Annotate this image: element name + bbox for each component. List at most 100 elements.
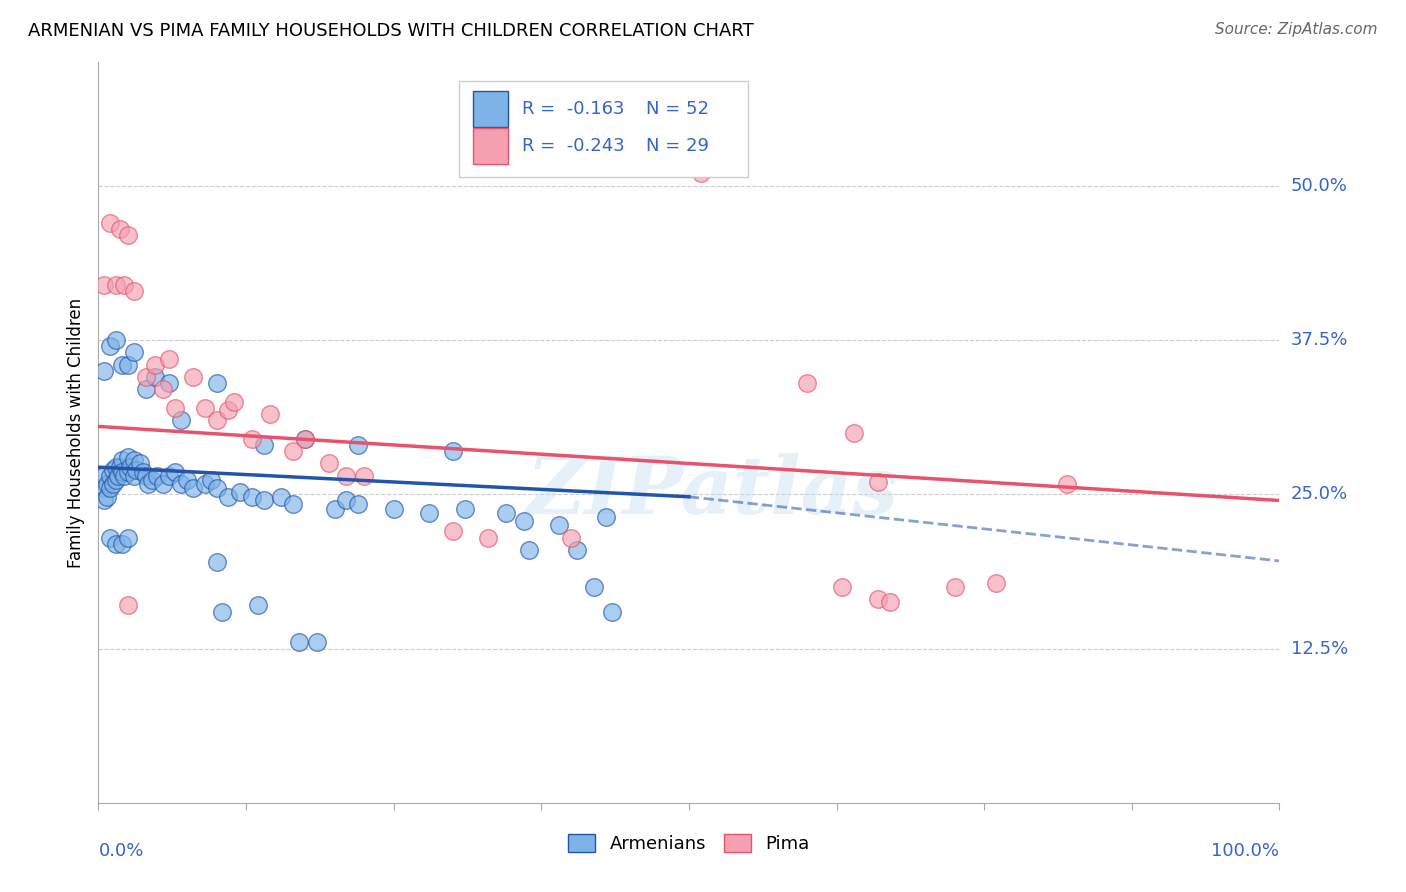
- Point: [122, 468, 145, 483]
- Point: [125, 462, 148, 476]
- Point: [240, 490, 263, 504]
- Point: [105, 473, 128, 487]
- Point: [176, 473, 198, 487]
- Point: [112, 277, 135, 292]
- Point: [560, 531, 582, 545]
- Point: [93, 481, 115, 495]
- Point: [335, 493, 357, 508]
- Point: [117, 358, 139, 372]
- Point: [117, 450, 139, 465]
- Point: [122, 345, 145, 359]
- Point: [181, 370, 204, 384]
- Point: [441, 524, 464, 539]
- Point: [205, 413, 228, 427]
- Point: [143, 370, 166, 384]
- Text: R =  -0.243: R = -0.243: [523, 137, 626, 155]
- Point: [111, 536, 134, 550]
- Point: [117, 531, 139, 545]
- Point: [512, 515, 534, 529]
- Point: [347, 438, 370, 452]
- Point: [96, 490, 118, 504]
- Point: [111, 452, 134, 467]
- Point: [143, 358, 166, 372]
- Point: [111, 465, 134, 479]
- Point: [194, 477, 217, 491]
- Point: [347, 497, 370, 511]
- Point: [689, 166, 711, 180]
- Point: [93, 493, 115, 508]
- Point: [879, 595, 901, 609]
- Point: [294, 432, 316, 446]
- Point: [135, 370, 157, 384]
- Text: 37.5%: 37.5%: [1291, 331, 1348, 349]
- Text: Source: ZipAtlas.com: Source: ZipAtlas.com: [1215, 22, 1378, 37]
- Point: [984, 576, 1007, 591]
- Point: [98, 339, 121, 353]
- Point: [136, 477, 159, 491]
- Point: [105, 277, 128, 292]
- Point: [382, 502, 405, 516]
- Point: [98, 216, 121, 230]
- Text: N = 29: N = 29: [647, 137, 710, 155]
- Point: [117, 228, 139, 243]
- FancyBboxPatch shape: [472, 128, 508, 164]
- Point: [323, 502, 346, 516]
- Text: 12.5%: 12.5%: [1291, 640, 1348, 657]
- Point: [132, 465, 155, 479]
- Point: [495, 506, 517, 520]
- Point: [1056, 477, 1078, 491]
- Y-axis label: Family Households with Children: Family Households with Children: [66, 298, 84, 567]
- Point: [194, 401, 217, 415]
- Point: [157, 376, 180, 391]
- Point: [217, 490, 239, 504]
- Text: ZIPatlas: ZIPatlas: [526, 453, 898, 531]
- Point: [101, 462, 124, 476]
- Point: [205, 376, 228, 391]
- Point: [796, 376, 818, 391]
- Point: [101, 477, 124, 491]
- Point: [477, 531, 499, 545]
- Point: [122, 284, 145, 298]
- Point: [170, 477, 193, 491]
- Point: [96, 477, 118, 491]
- Point: [152, 383, 174, 397]
- Text: 50.0%: 50.0%: [1291, 177, 1347, 194]
- Point: [98, 468, 121, 483]
- FancyBboxPatch shape: [458, 81, 748, 178]
- Point: [98, 481, 121, 495]
- Point: [117, 599, 139, 613]
- Point: [548, 518, 571, 533]
- Point: [259, 407, 281, 421]
- Point: [141, 473, 163, 487]
- Point: [253, 438, 276, 452]
- Point: [117, 465, 139, 479]
- Point: [831, 580, 853, 594]
- Point: [318, 457, 340, 471]
- Text: 25.0%: 25.0%: [1291, 485, 1348, 503]
- Point: [165, 401, 187, 415]
- Point: [288, 635, 311, 649]
- Point: [205, 555, 228, 569]
- Point: [111, 358, 134, 372]
- Point: [108, 222, 131, 236]
- Point: [105, 333, 128, 347]
- Point: [112, 468, 135, 483]
- Point: [200, 473, 222, 487]
- Point: [152, 477, 174, 491]
- Point: [128, 457, 150, 471]
- Point: [844, 425, 866, 440]
- Text: N = 52: N = 52: [647, 100, 710, 118]
- Point: [211, 605, 233, 619]
- Point: [253, 493, 276, 508]
- Text: 0.0%: 0.0%: [98, 842, 143, 860]
- Point: [205, 481, 228, 495]
- Point: [224, 394, 246, 409]
- Point: [229, 484, 252, 499]
- Point: [122, 452, 145, 467]
- Point: [270, 490, 292, 504]
- Point: [217, 403, 239, 417]
- Point: [93, 468, 115, 483]
- Point: [181, 481, 204, 495]
- Point: [105, 536, 128, 550]
- Point: [595, 509, 617, 524]
